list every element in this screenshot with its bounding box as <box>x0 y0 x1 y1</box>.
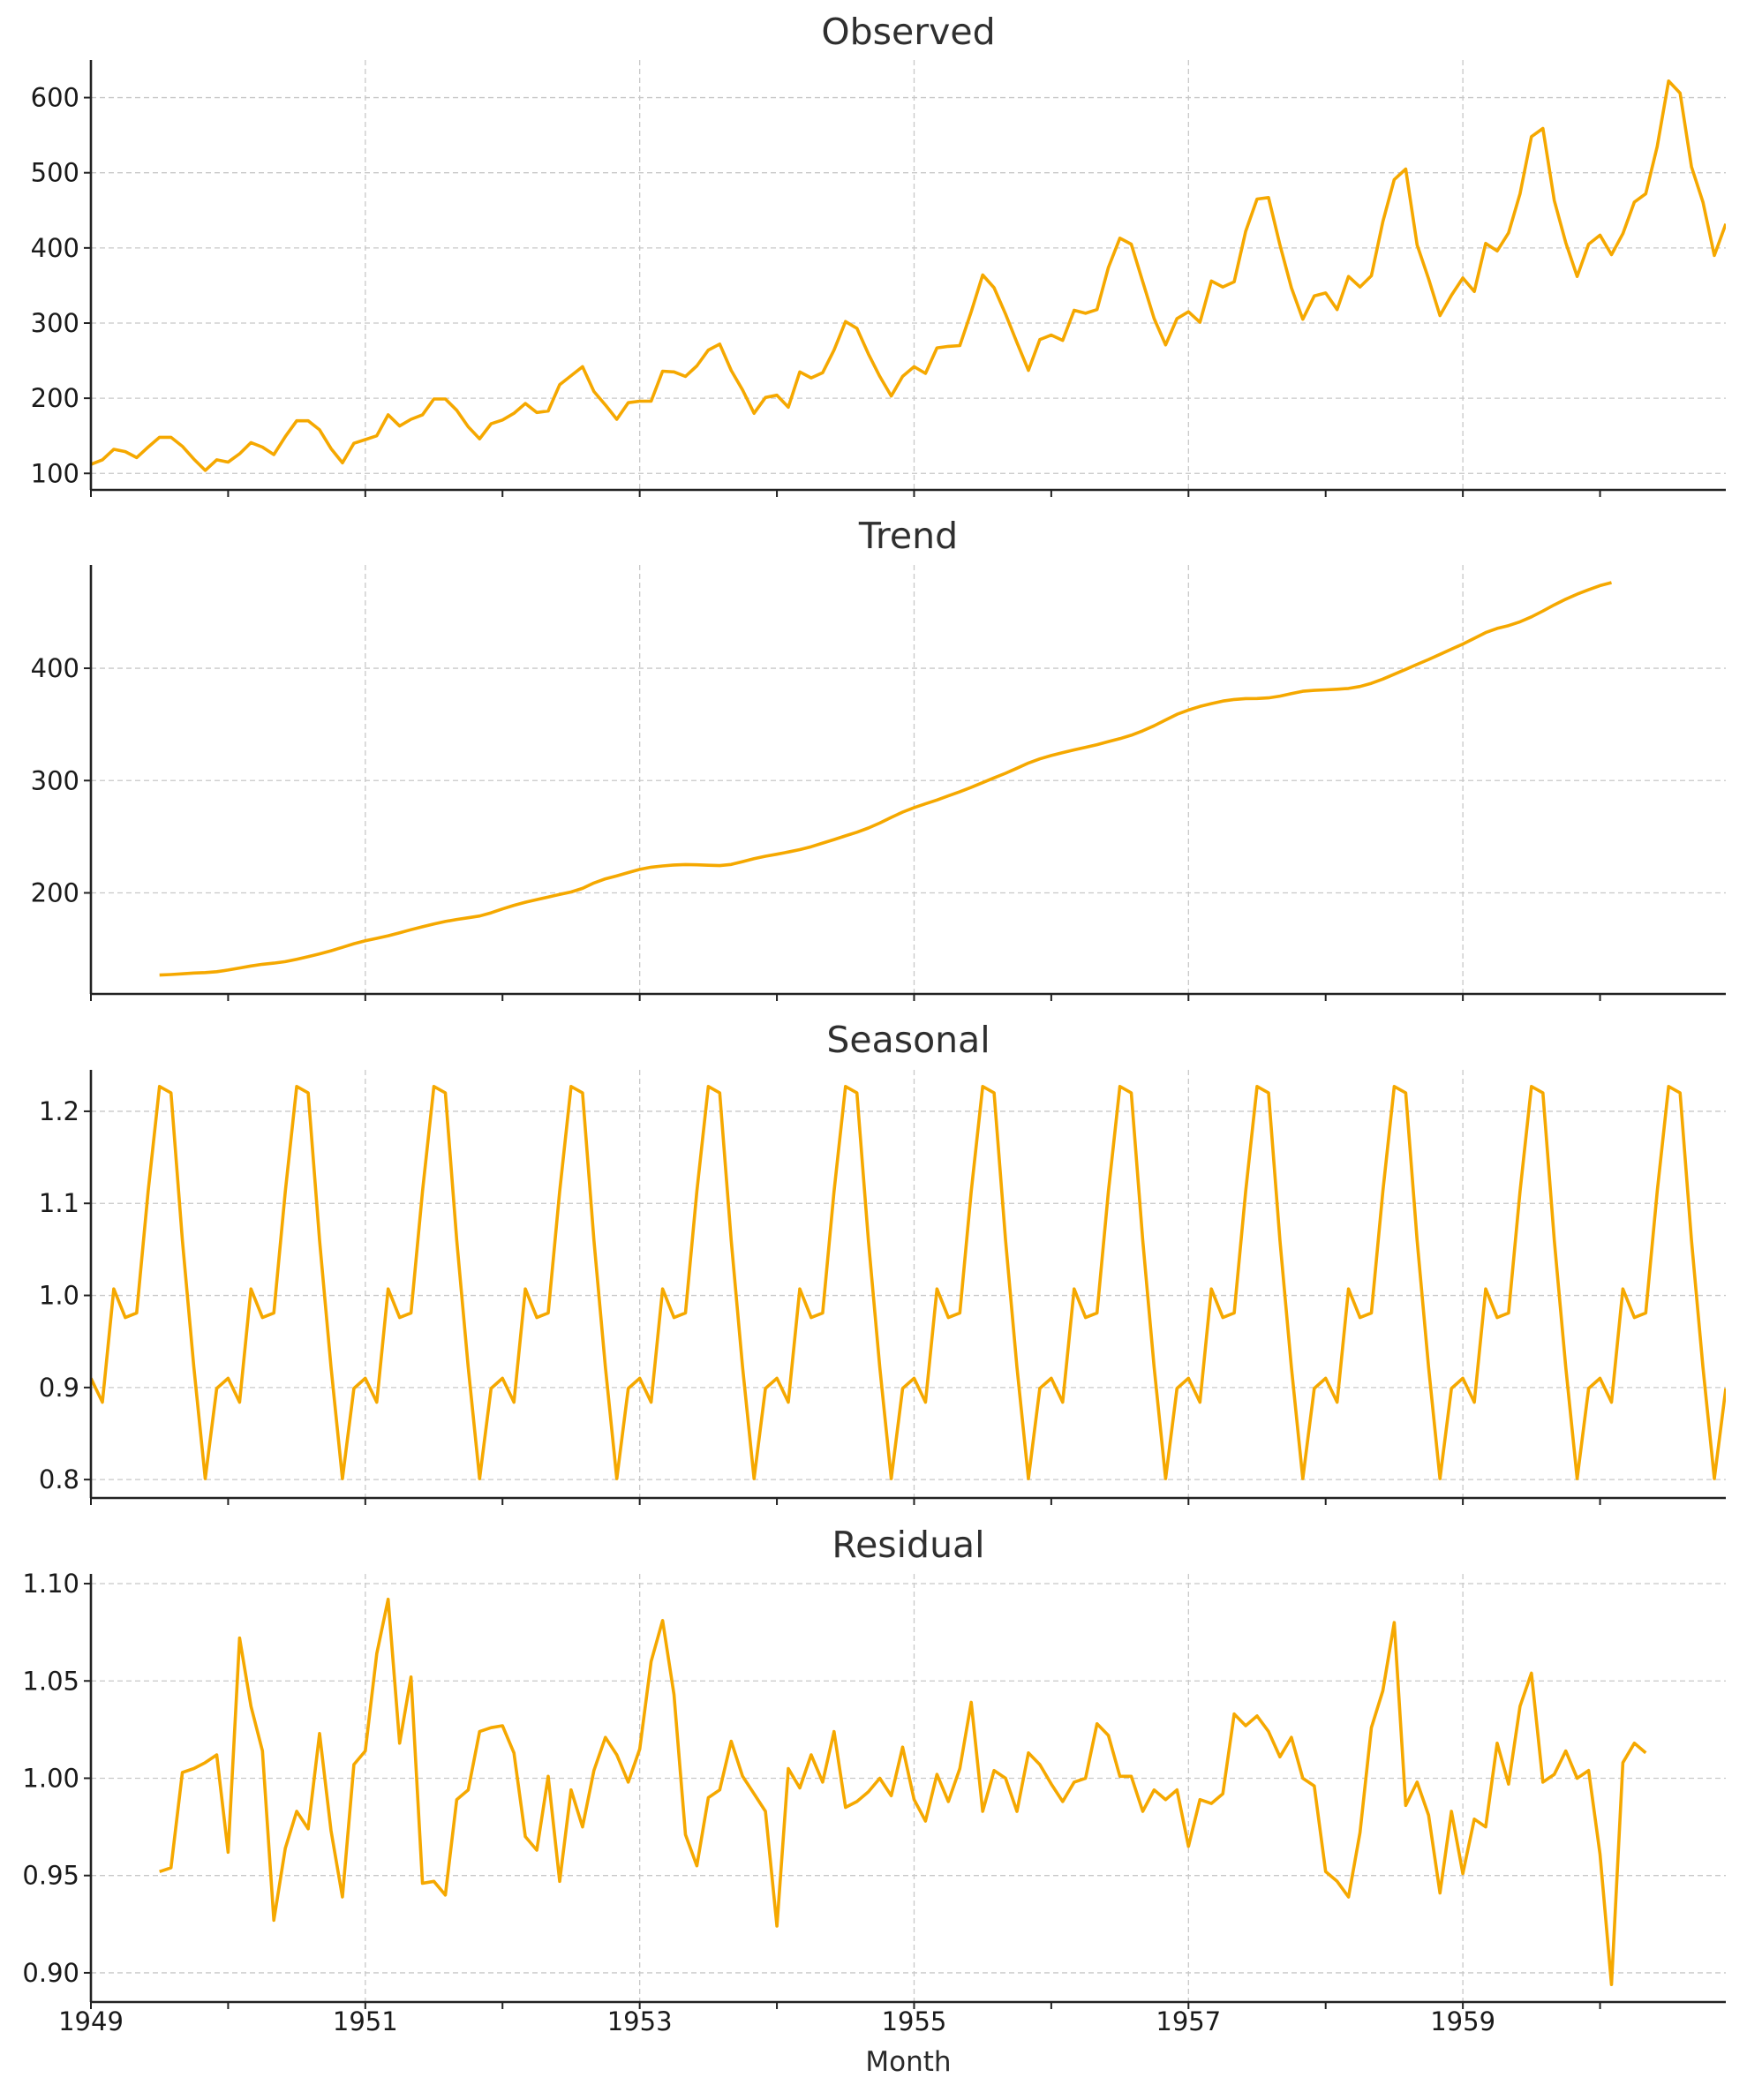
observed-title: Observed <box>821 11 995 53</box>
observed-ytick-label-1: 200 <box>31 383 79 413</box>
seasonal-series-line <box>91 1085 1726 1480</box>
seasonal-ytick-label-2: 1.0 <box>39 1281 79 1311</box>
residual-panel: Residual 0.90 0.95 1.00 1.05 1.10 <box>22 1524 1726 2009</box>
trend-series-line <box>159 581 1612 977</box>
observed-panel: Observed 100 200 300 400 500 600 <box>31 11 1726 497</box>
x-axis-label: Month <box>865 2046 951 2078</box>
xtick-label-1949: 1949 <box>58 2006 124 2036</box>
observed-ytick-label-5: 600 <box>31 83 79 113</box>
residual-ytick-label-3: 1.05 <box>22 1666 79 1696</box>
seasonal-ytick-label-0: 0.8 <box>39 1464 79 1494</box>
seasonal-ytick-label-3: 1.1 <box>39 1188 79 1218</box>
trend-ytick-label-2: 400 <box>31 653 79 683</box>
residual-ytick-label-0: 0.90 <box>22 1958 79 1988</box>
residual-ytick-label-2: 1.00 <box>22 1763 79 1793</box>
xtick-label-1955: 1955 <box>882 2006 947 2036</box>
xtick-label-1957: 1957 <box>1156 2006 1221 2036</box>
trend-ytick-label-1: 300 <box>31 765 79 795</box>
xtick-label-1951: 1951 <box>333 2006 398 2036</box>
residual-series-line <box>159 1597 1647 1986</box>
seasonal-title: Seasonal <box>826 1019 990 1061</box>
observed-ytick-label-2: 300 <box>31 308 79 338</box>
observed-ytick-label-4: 500 <box>31 158 79 188</box>
trend-panel: Trend 200 300 400 <box>31 515 1726 1001</box>
residual-ytick-label-1: 0.95 <box>22 1861 79 1891</box>
observed-ytick-label-0: 100 <box>31 458 79 488</box>
trend-ytick-label-0: 200 <box>31 877 79 907</box>
xtick-label-1959: 1959 <box>1430 2006 1495 2036</box>
residual-title: Residual <box>832 1524 984 1566</box>
x-tick-labels: 1949 1951 1953 1955 1957 1959 <box>58 2006 1495 2036</box>
seasonal-ytick-label-4: 1.2 <box>39 1096 79 1126</box>
seasonal-ytick-label-1: 0.9 <box>39 1373 79 1403</box>
observed-series-line <box>91 79 1726 472</box>
residual-ytick-label-4: 1.10 <box>22 1569 79 1599</box>
seasonal-panel: Seasonal 0.8 0.9 1.0 1.1 1.2 <box>39 1019 1726 1505</box>
observed-ytick-label-3: 400 <box>31 233 79 263</box>
xtick-label-1953: 1953 <box>607 2006 673 2036</box>
trend-title: Trend <box>858 515 958 557</box>
